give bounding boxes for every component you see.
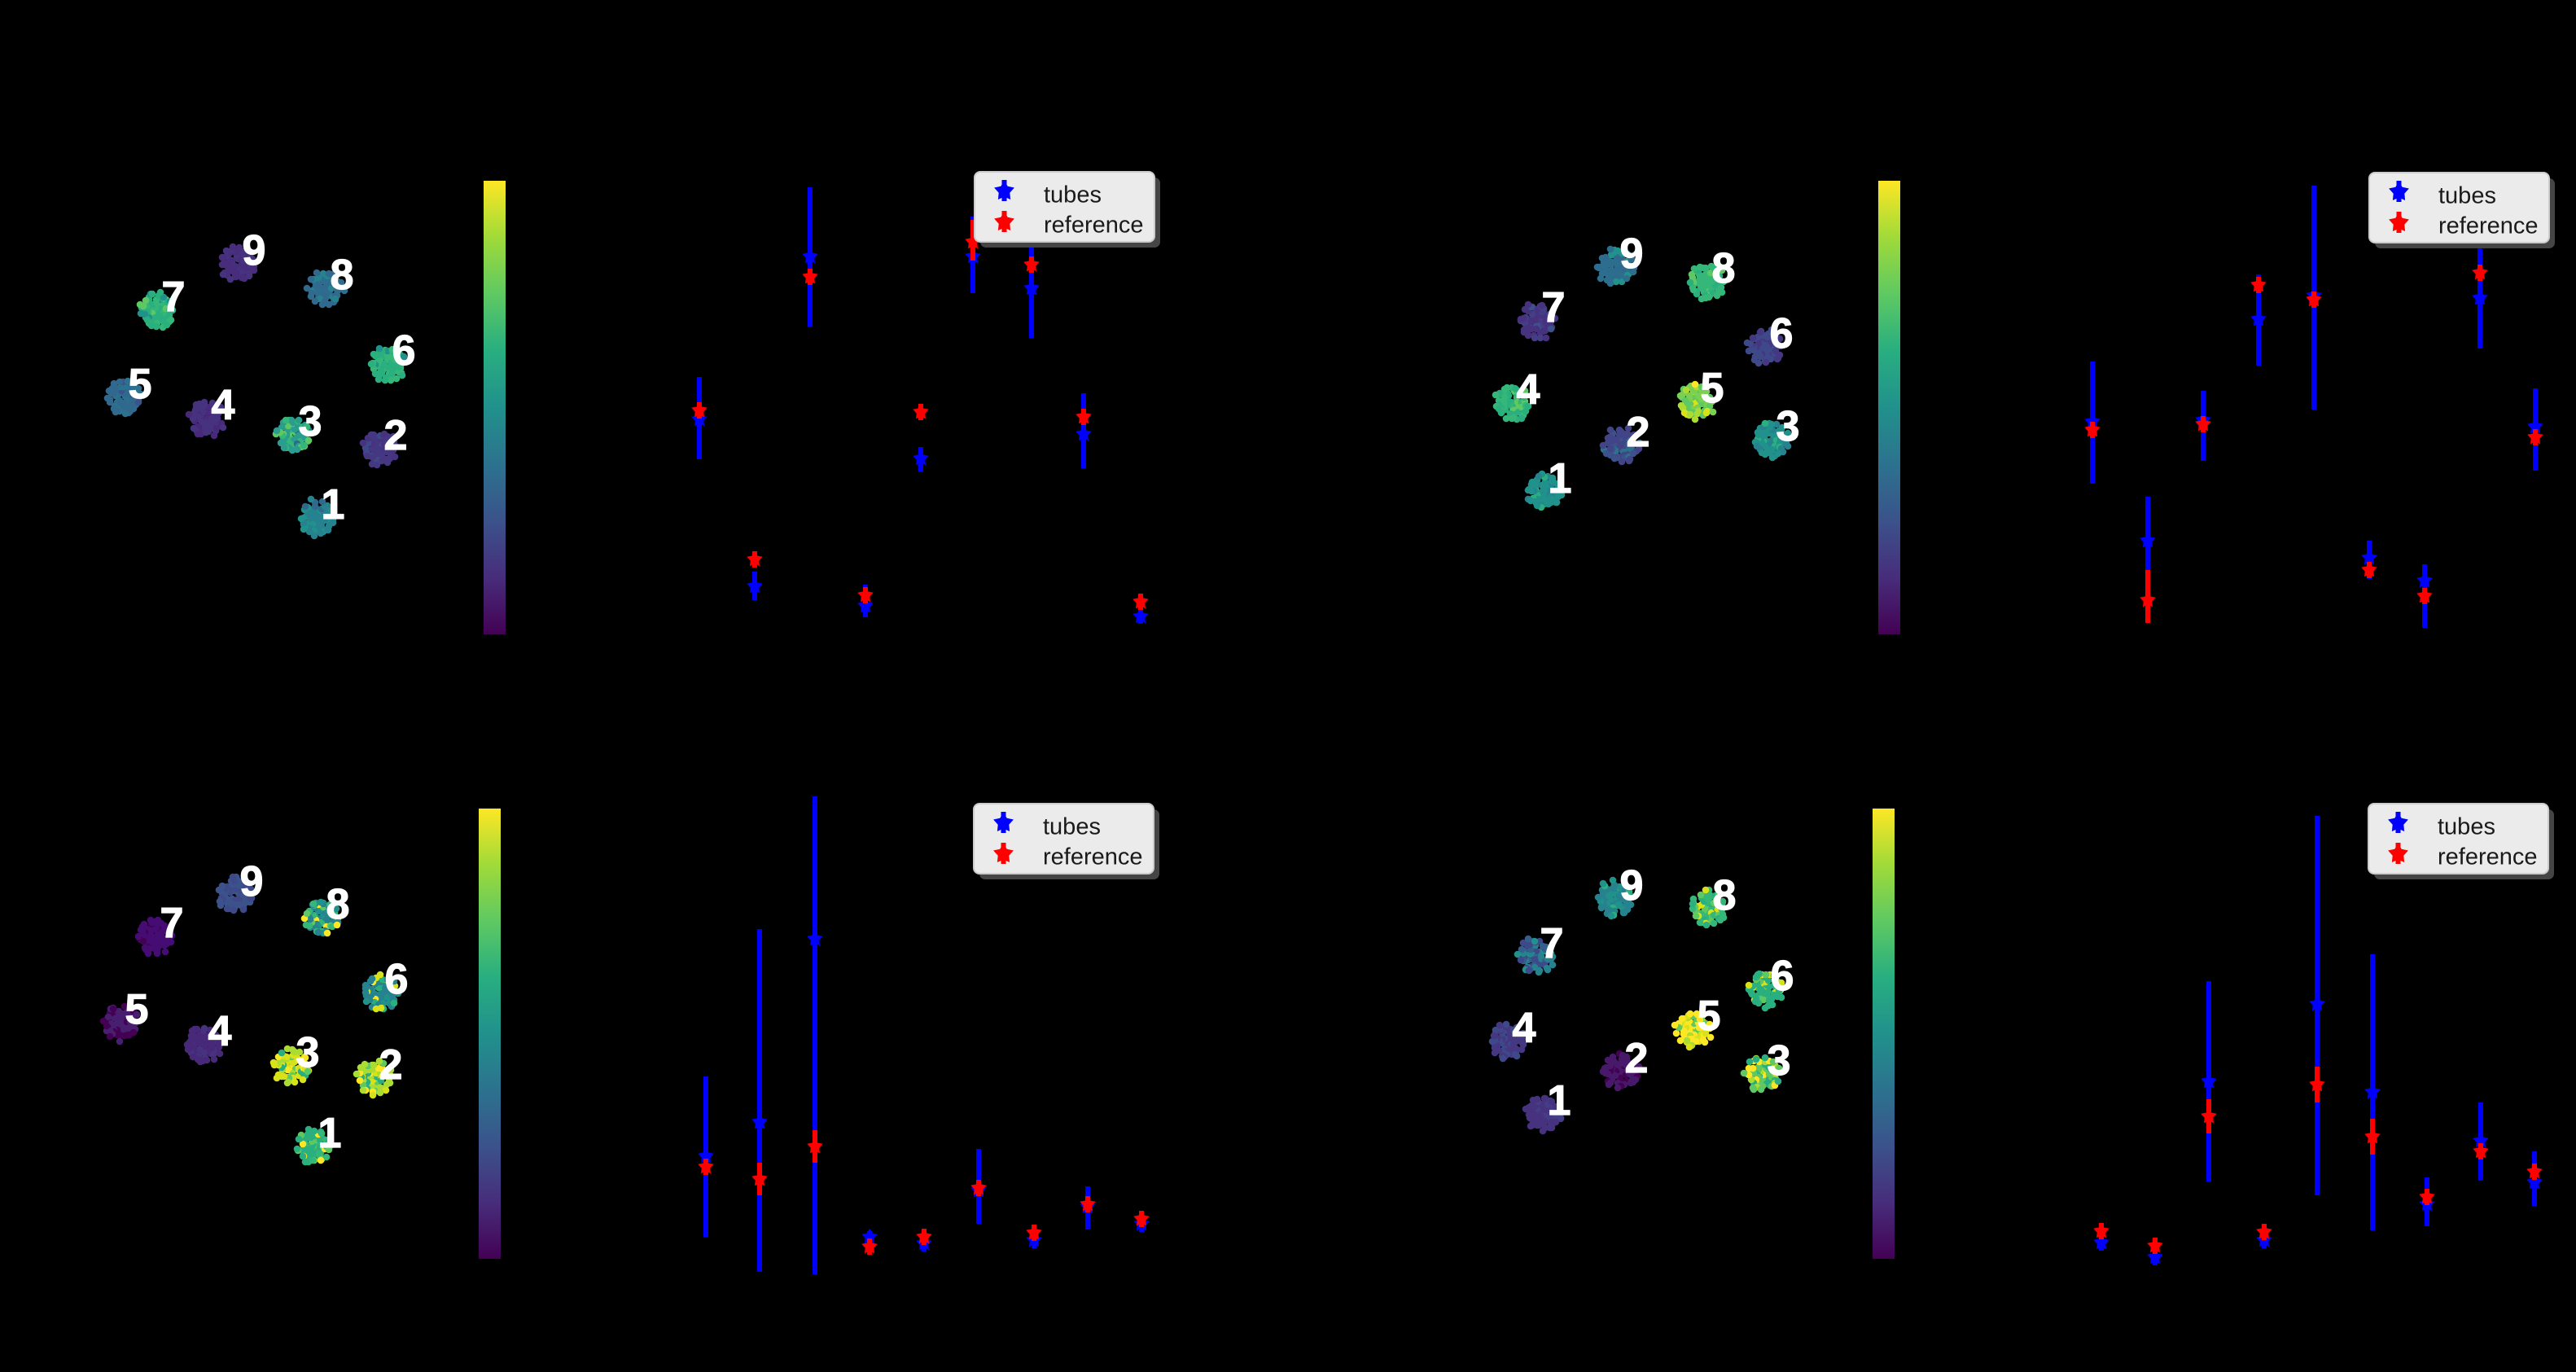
svg-text:3: 3	[1776, 403, 1800, 450]
svg-text:tubes: tubes	[2438, 814, 2495, 840]
svg-text:8: 8	[1713, 872, 1737, 919]
svg-text:9: 9	[240, 858, 264, 905]
svg-text:2: 2	[1625, 1035, 1649, 1082]
svg-text:5: 5	[1698, 993, 1721, 1040]
svg-text:5: 5	[129, 361, 152, 408]
svg-text:9: 9	[1620, 230, 1644, 278]
svg-text:6: 6	[1771, 953, 1794, 1000]
svg-text:8: 8	[331, 252, 354, 299]
svg-text:6: 6	[1770, 310, 1794, 357]
svg-text:8: 8	[326, 881, 350, 928]
svg-text:1: 1	[318, 1110, 342, 1157]
svg-text:3: 3	[299, 398, 322, 445]
svg-text:3: 3	[296, 1029, 320, 1076]
svg-text:2: 2	[379, 1041, 403, 1089]
svg-text:7: 7	[162, 274, 186, 321]
svg-text:1: 1	[1548, 1077, 1571, 1124]
svg-text:4: 4	[1517, 366, 1540, 414]
svg-text:4: 4	[212, 382, 235, 429]
svg-text:6: 6	[385, 956, 409, 1003]
svg-text:2: 2	[384, 412, 408, 459]
svg-text:8: 8	[1712, 245, 1736, 292]
svg-text:6: 6	[392, 327, 416, 375]
svg-text:7: 7	[1542, 284, 1566, 331]
svg-text:3: 3	[1768, 1037, 1791, 1085]
svg-text:7: 7	[1540, 920, 1564, 967]
svg-text:4: 4	[208, 1008, 232, 1055]
svg-text:reference: reference	[1044, 213, 1144, 239]
svg-text:tubes: tubes	[2438, 183, 2496, 209]
svg-text:1: 1	[322, 481, 345, 528]
svg-text:2: 2	[1627, 409, 1650, 456]
svg-text:9: 9	[243, 227, 266, 274]
svg-text:5: 5	[125, 986, 149, 1033]
svg-text:reference: reference	[1043, 844, 1143, 870]
svg-text:9: 9	[1620, 862, 1644, 910]
svg-text:reference: reference	[2438, 844, 2538, 870]
svg-text:tubes: tubes	[1043, 814, 1101, 840]
svg-text:4: 4	[1513, 1005, 1536, 1052]
svg-text:tubes: tubes	[1044, 182, 1102, 208]
svg-text:reference: reference	[2438, 213, 2539, 239]
svg-text:7: 7	[160, 900, 184, 947]
svg-text:1: 1	[1549, 455, 1572, 502]
svg-text:5: 5	[1701, 365, 1724, 412]
